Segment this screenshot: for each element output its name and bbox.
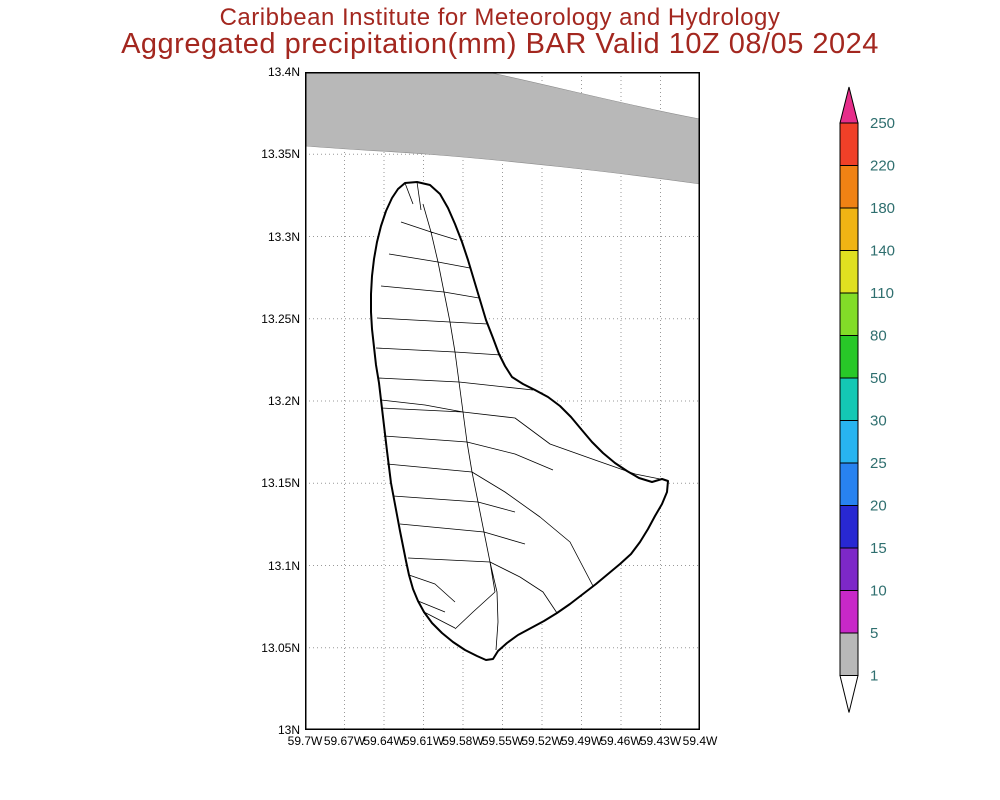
colorbar-segment xyxy=(839,505,859,549)
colorbar-level-label: 15 xyxy=(870,540,887,557)
x-axis-tick-label: 59.64W xyxy=(363,734,405,748)
y-axis-tick-label: 13.1N xyxy=(267,558,300,573)
colorbar-bottom-arrow xyxy=(839,675,859,713)
colorbar-segment xyxy=(839,292,859,336)
y-axis-tick-label: 13.3N xyxy=(267,229,300,244)
colorbar-level-label: 5 xyxy=(870,625,878,642)
colorbar-level-label: 80 xyxy=(870,328,887,345)
colorbar-level-label: 110 xyxy=(870,285,894,302)
y-axis-tick-label: 13.15N xyxy=(261,476,300,491)
page-title-line2: Aggregated precipitation(mm) BAR Valid 1… xyxy=(121,28,879,60)
x-axis-tick-label: 59.46W xyxy=(600,734,642,748)
colorbar-level-label: 220 xyxy=(870,158,895,175)
plot-frame xyxy=(305,72,700,730)
x-axis-tick-label: 59.43W xyxy=(639,734,682,748)
colorbar-segment xyxy=(839,122,859,166)
y-axis-tick-label: 13.4N xyxy=(267,65,300,79)
x-axis-tick-label: 59.52W xyxy=(521,734,563,748)
colorbar-segment xyxy=(839,590,859,634)
colorbar-top-arrow xyxy=(839,86,859,124)
y-axis-tick-label: 13.2N xyxy=(267,394,300,408)
colorbar-segment xyxy=(839,165,859,209)
map-canvas xyxy=(304,71,701,730)
colorbar-segment xyxy=(839,207,859,251)
colorbar-segment xyxy=(839,377,859,421)
colorbar-level-label: 50 xyxy=(870,370,887,387)
y-axis-tick-label: 13.35N xyxy=(261,147,300,162)
colorbar-level-label: 140 xyxy=(870,243,895,260)
colorbar-level-label: 1 xyxy=(870,668,878,685)
colorbar-segment xyxy=(839,335,859,379)
x-axis-tick-label: 59.7W xyxy=(287,734,323,748)
x-axis-tick-label: 59.4W xyxy=(682,734,718,748)
colorbar-segment xyxy=(839,462,859,506)
y-axis-tick-label: 13.25N xyxy=(261,311,300,326)
colorbar: 1 5 10 15 20 25 30 50 80 110 140 180 220 250 xyxy=(830,86,910,731)
colorbar-segment xyxy=(839,420,859,464)
x-axis-tick-label: 59.49W xyxy=(560,734,603,748)
watershed-boundaries xyxy=(375,181,666,651)
x-axis-tick-label: 59.61W xyxy=(402,734,445,748)
colorbar-level-label: 25 xyxy=(870,455,887,472)
y-axis-tick-label: 13N xyxy=(277,723,300,737)
y-axis-tick-label: 13.05N xyxy=(261,640,300,655)
x-axis-tick-label: 59.58W xyxy=(442,734,484,748)
colorbar-segment xyxy=(839,632,859,676)
x-axis-tick-label: 59.55W xyxy=(481,734,524,748)
colorbar-level-label: 10 xyxy=(870,583,887,600)
colorbar-level-label: 20 xyxy=(870,498,887,515)
colorbar-segment xyxy=(839,547,859,591)
colorbar-level-label: 250 xyxy=(870,115,895,132)
page-title-line1: Caribbean Institute for Meteorology and … xyxy=(219,4,781,31)
x-axis-tick-label: 59.67W xyxy=(323,734,366,748)
precip-shaded-region xyxy=(304,71,701,185)
colorbar-level-label: 30 xyxy=(870,413,887,430)
colorbar-level-label: 180 xyxy=(870,200,895,217)
colorbar-segment xyxy=(839,250,859,294)
map-plot xyxy=(304,71,701,730)
